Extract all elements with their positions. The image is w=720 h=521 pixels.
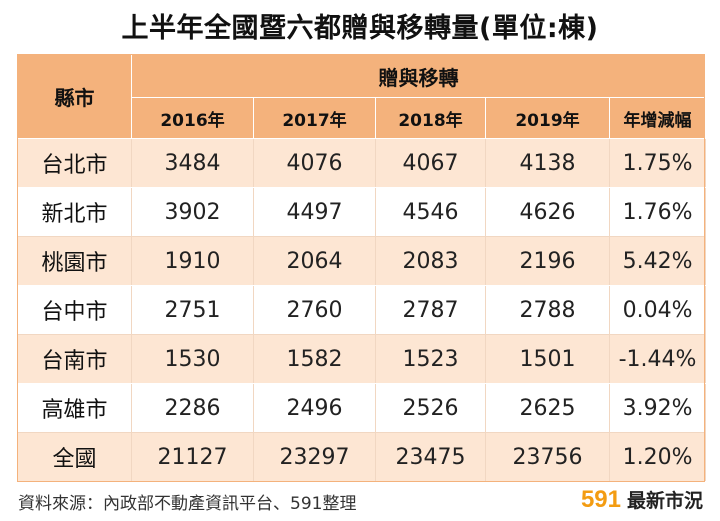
change-cell: 3.92% (608, 383, 707, 433)
data-table: 縣市 贈與移轉 2016年 2017年 2018年 2019年 年增減幅 台北市… (17, 54, 707, 482)
value-cell: 3902 (131, 187, 254, 237)
table-row: 台中市 2751 2760 2787 2788 0.04% (17, 285, 707, 335)
value-cell: 1582 (253, 334, 376, 384)
change-cell: 5.42% (608, 236, 707, 286)
city-cell: 台中市 (17, 285, 132, 335)
value-cell: 2787 (375, 285, 486, 335)
source-note: 資料來源：內政部不動產資訊平台、591整理 (18, 494, 357, 514)
value-cell: 3484 (131, 138, 254, 188)
city-cell: 台南市 (17, 334, 132, 384)
value-cell: 2760 (253, 285, 376, 335)
table-row-total: 全國 21127 23297 23475 23756 1.20% (17, 432, 707, 482)
city-cell: 全國 (17, 432, 132, 482)
change-cell: 0.04% (608, 285, 707, 335)
value-cell: 1501 (485, 334, 610, 384)
table-row: 桃園市 1910 2064 2083 2196 5.42% (17, 236, 707, 286)
value-cell: 4497 (253, 187, 376, 237)
city-cell: 台北市 (17, 138, 132, 188)
value-cell: 1523 (375, 334, 486, 384)
value-cell: 1910 (131, 236, 254, 286)
value-cell: 2526 (375, 383, 486, 433)
value-cell: 23297 (253, 432, 376, 482)
city-cell: 新北市 (17, 187, 132, 237)
value-cell: 2064 (253, 236, 376, 286)
value-cell: 1530 (131, 334, 254, 384)
table-body: 台北市 3484 4076 4067 4138 1.75% 新北市 3902 4… (17, 138, 707, 482)
change-cell: 1.20% (608, 432, 707, 482)
brand-logo: 591 最新市況 (581, 486, 703, 514)
value-cell: 4138 (485, 138, 610, 188)
brand-text: 最新市況 (626, 490, 703, 512)
value-cell: 2788 (485, 285, 610, 335)
value-cell: 2751 (131, 285, 254, 335)
value-cell: 2496 (253, 383, 376, 433)
table-row: 台南市 1530 1582 1523 1501 -1.44% (17, 334, 707, 384)
value-cell: 4626 (485, 187, 610, 237)
brand-number: 591 (580, 486, 621, 513)
column-header: 2017年 (253, 97, 376, 139)
city-cell: 高雄市 (17, 383, 132, 433)
change-cell: 1.75% (608, 138, 707, 188)
value-cell: 4076 (253, 138, 376, 188)
change-cell: -1.44% (608, 334, 707, 384)
table-row: 台北市 3484 4076 4067 4138 1.75% (17, 138, 707, 188)
value-cell: 4067 (375, 138, 486, 188)
value-cell: 2286 (131, 383, 254, 433)
city-cell: 桃園市 (17, 236, 132, 286)
column-header: 2016年 (131, 97, 254, 139)
value-cell: 23475 (375, 432, 486, 482)
value-cell: 4546 (375, 187, 486, 237)
change-cell: 1.76% (608, 187, 707, 237)
chart-title: 上半年全國暨六都贈與移轉量(單位:棟) (121, 13, 599, 44)
column-header: 2018年 (375, 97, 486, 139)
table-row: 高雄市 2286 2496 2526 2625 3.92% (17, 383, 707, 433)
value-cell: 2625 (485, 383, 610, 433)
column-header: 年增減幅 (608, 97, 707, 139)
value-cell: 21127 (131, 432, 254, 482)
value-cell: 2083 (375, 236, 486, 286)
value-cell: 2196 (485, 236, 610, 286)
group-header: 贈與移轉 (130, 54, 707, 98)
column-header: 2019年 (485, 97, 610, 139)
table-row: 新北市 3902 4497 4546 4626 1.76% (17, 187, 707, 237)
value-cell: 23756 (485, 432, 610, 482)
row-header-county: 縣市 (17, 54, 132, 139)
